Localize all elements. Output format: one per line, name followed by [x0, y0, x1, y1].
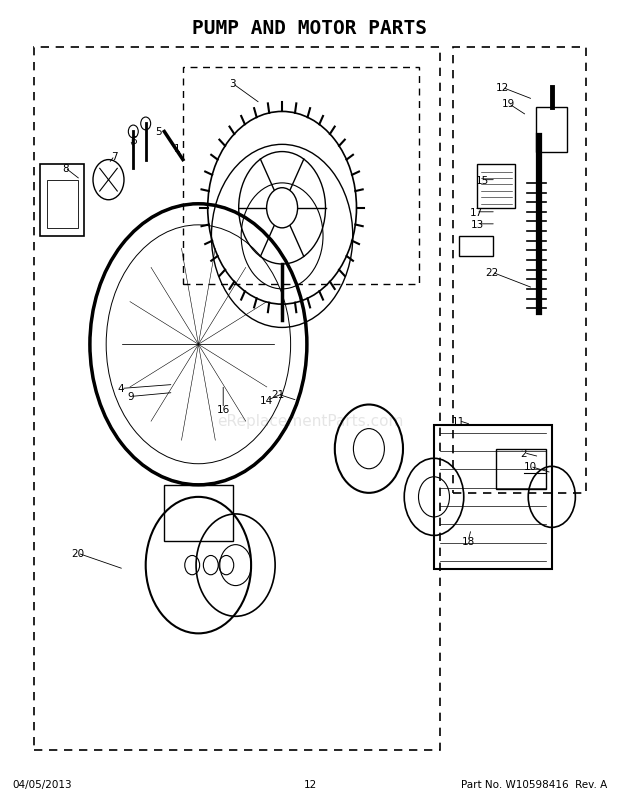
Text: 13: 13	[471, 220, 484, 229]
Text: 12: 12	[303, 780, 317, 789]
Bar	[496, 449, 546, 489]
Text: 15: 15	[476, 176, 489, 185]
Text: 4: 4	[118, 384, 124, 394]
Text: 10: 10	[523, 462, 537, 472]
Text: eReplacementParts.com: eReplacementParts.com	[217, 414, 403, 428]
Bar	[453, 48, 586, 493]
Bar	[434, 425, 552, 569]
Text: 14: 14	[260, 396, 273, 406]
Text: 04/05/2013: 04/05/2013	[12, 780, 72, 789]
Text: 19: 19	[502, 99, 515, 109]
Bar	[183, 68, 418, 285]
Text: 6: 6	[130, 136, 136, 145]
Text: 9: 9	[127, 392, 133, 402]
Text: 8: 8	[62, 164, 68, 173]
Text: 7: 7	[112, 152, 118, 161]
Text: 2: 2	[521, 448, 527, 458]
Text: 12: 12	[495, 83, 509, 93]
Bar	[477, 164, 515, 209]
Text: 20: 20	[71, 549, 84, 558]
Bar	[164, 485, 232, 541]
Text: 16: 16	[216, 404, 230, 414]
Bar	[536, 108, 567, 152]
Text: Part No. W10598416  Rev. A: Part No. W10598416 Rev. A	[461, 780, 608, 789]
Text: 18: 18	[461, 537, 475, 546]
Bar	[46, 180, 78, 229]
Text: 21: 21	[271, 390, 285, 399]
Text: 1: 1	[174, 144, 180, 153]
Bar	[34, 48, 440, 750]
Text: 17: 17	[469, 208, 483, 217]
Bar	[40, 164, 84, 237]
Bar	[459, 237, 493, 257]
Text: 22: 22	[485, 268, 498, 277]
Circle shape	[267, 188, 298, 229]
Text: PUMP AND MOTOR PARTS: PUMP AND MOTOR PARTS	[192, 18, 428, 38]
Text: 11: 11	[452, 416, 466, 426]
Text: 3: 3	[229, 79, 236, 89]
Text: 5: 5	[155, 128, 161, 137]
